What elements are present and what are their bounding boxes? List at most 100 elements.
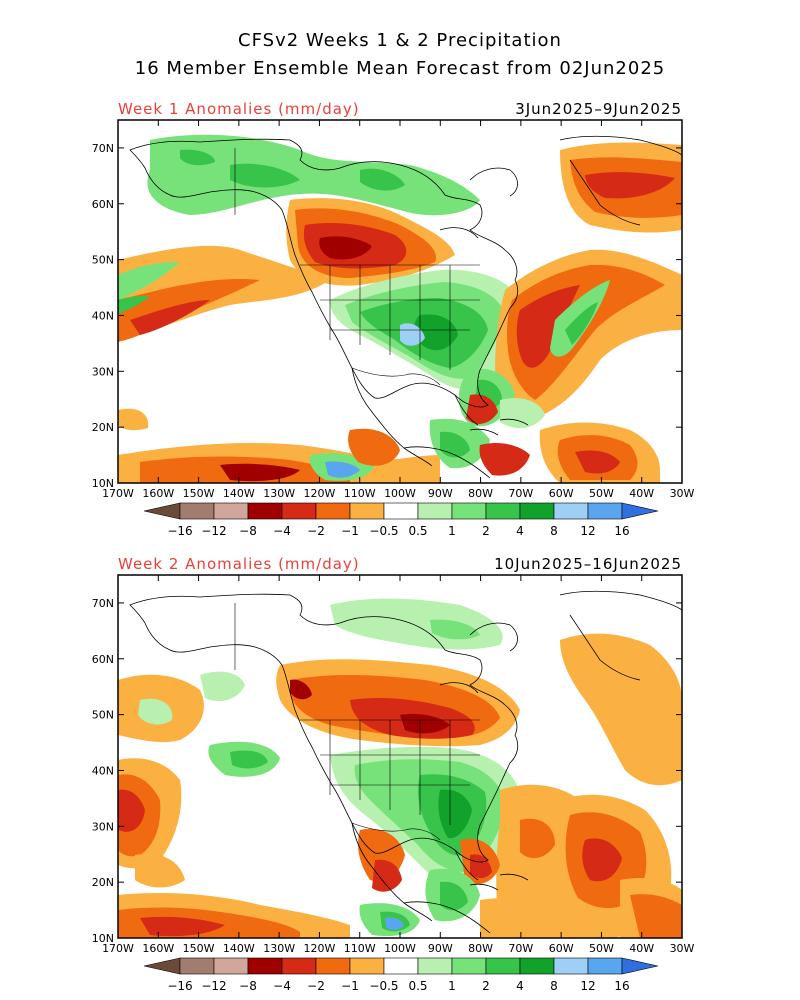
week2-lon-label: 130W: [263, 942, 295, 955]
week2-colorbar-label: 12: [580, 979, 595, 993]
week1-lat-label: 30N: [92, 365, 114, 378]
week1-lon-label: 60W: [549, 487, 574, 500]
week1-colorbar-label: −0.5: [369, 524, 398, 538]
week2-lat-label: 70N: [92, 597, 114, 610]
week2-colorbar-label: 1: [448, 979, 456, 993]
week2-anomaly-field: [118, 575, 682, 938]
week1-lon-label: 120W: [303, 487, 335, 500]
week2-lat-label: 50N: [92, 709, 114, 722]
week2-lon-label: 40W: [629, 942, 654, 955]
week1-colorbar-label: −8: [239, 524, 257, 538]
week1-lat-label: 40N: [92, 309, 114, 322]
week2-lat-label: 20N: [92, 876, 114, 889]
week2-lon-label: 30W: [670, 942, 695, 955]
week1-lat-label: 60N: [92, 198, 114, 211]
week2-colorbar-label: −4: [273, 979, 291, 993]
week1-colorbar-swatch: [179, 502, 215, 520]
week2-colorbar-label: 8: [550, 979, 558, 993]
week1-colorbar-max-arrow: [621, 502, 659, 520]
week2-colorbar-swatch: [417, 957, 453, 975]
week1-borders: [234, 148, 480, 386]
week1-colorbar-label: −1: [341, 524, 359, 538]
week1-colorbar-label: 8: [550, 524, 558, 538]
week2-borders: [234, 603, 480, 841]
week1-colorbar-label: −2: [307, 524, 325, 538]
week2-colorbar-swatch: [213, 957, 249, 975]
week1-coastlines: [129, 135, 682, 479]
week1-colorbar-label: 1: [448, 524, 456, 538]
week2-lon-label: 80W: [468, 942, 493, 955]
week1-panel-title: Week 1 Anomalies (mm/day): [118, 100, 360, 118]
week2-colorbar-label: 16: [614, 979, 629, 993]
week1-lon-label: 80W: [468, 487, 493, 500]
week2-colorbar-swatch: [315, 957, 351, 975]
week1-colorbar-swatch: [553, 502, 589, 520]
week2-lon-label: 160W: [142, 942, 174, 955]
week1-lat-label: 50N: [92, 254, 114, 267]
week2-lon-label: 90W: [428, 942, 453, 955]
week1-date-range: 3Jun2025–9Jun2025: [515, 100, 682, 118]
week1-colorbar-swatch: [485, 502, 521, 520]
week2-colorbar-min-arrow: [143, 957, 181, 975]
week1-colorbar-label: −16: [167, 524, 192, 538]
week1-lon-label: 170W: [102, 487, 134, 500]
week2-colorbar-swatch: [281, 957, 317, 975]
week2-colorbar-label: −1: [341, 979, 359, 993]
week2-colorbar-label: 0.5: [408, 979, 427, 993]
week2-colorbar-label: 4: [516, 979, 524, 993]
week2-colorbar-swatch: [451, 957, 487, 975]
week2-colorbar: −16 −12 −8 −4 −2 −1 −0.5 0.5 1 2 4 8 12 16: [143, 957, 659, 993]
week1-colorbar-label: 2: [482, 524, 490, 538]
week2-colorbar-label: −0.5: [369, 979, 398, 993]
week1-colorbar-label: 12: [580, 524, 595, 538]
week1-lon-label: 70W: [508, 487, 533, 500]
week1-colorbar-swatch: [587, 502, 623, 520]
week2-lon-label: 110W: [344, 942, 376, 955]
week1-lon-label: 140W: [223, 487, 255, 500]
week2-lat-label: 10N: [92, 932, 114, 945]
week1-lat-label: 10N: [92, 477, 114, 490]
week2-colorbar-label: −8: [239, 979, 257, 993]
week2-colorbar-label: −2: [307, 979, 325, 993]
week1-colorbar-swatch: [383, 502, 419, 520]
week1-lon-label: 40W: [629, 487, 654, 500]
week2-colorbar-label: 2: [482, 979, 490, 993]
week2-lat-label: 60N: [92, 653, 114, 666]
week2-lon-label: 120W: [303, 942, 335, 955]
week1-colorbar-swatch: [281, 502, 317, 520]
week1-lon-label: 160W: [142, 487, 174, 500]
week2-lon-label: 140W: [223, 942, 255, 955]
week2-axis-ticks: 170W 160W 150W 140W 130W 120W 110W 100W 90W 80W 70…: [92, 575, 695, 955]
week2-lon-label: 70W: [508, 942, 533, 955]
week1-lon-label: 130W: [263, 487, 295, 500]
week2-colorbar-swatch: [383, 957, 419, 975]
week1-map: 170W 160W 150W 140W 130W 120W 110W 100W 90W 80W 70…: [92, 119, 695, 500]
week1-colorbar-swatch: [519, 502, 555, 520]
week2-map: 170W 160W 150W 140W 130W 120W 110W 100W 90W 80W 70…: [92, 574, 695, 955]
week2-colorbar-swatch: [247, 957, 283, 975]
figure-title-line-2: 16 Member Ensemble Mean Forecast from 02…: [134, 58, 666, 79]
week1-colorbar-swatch: [247, 502, 283, 520]
week2-colorbar-swatch: [587, 957, 623, 975]
week2-colorbar-label: −12: [201, 979, 226, 993]
week2-lat-label: 40N: [92, 764, 114, 777]
week2-lon-label: 100W: [384, 942, 416, 955]
week2-colorbar-swatch: [519, 957, 555, 975]
week1-lon-label: 90W: [428, 487, 453, 500]
week1-anomaly-field: [118, 120, 682, 483]
week1-colorbar-swatch: [349, 502, 385, 520]
week2-colorbar-swatch: [349, 957, 385, 975]
week2-lon-label: 170W: [102, 942, 134, 955]
week2-date-range: 10Jun2025–16Jun2025: [494, 555, 682, 573]
week1-colorbar-label: 0.5: [408, 524, 427, 538]
figure-title-line-1: CFSv2 Weeks 1 & 2 Precipitation: [238, 30, 562, 51]
week2-colorbar-swatch: [179, 957, 215, 975]
week2-lon-label: 50W: [589, 942, 614, 955]
week2-lon-label: 60W: [549, 942, 574, 955]
week2-lat-label: 30N: [92, 820, 114, 833]
week1-colorbar-swatch: [315, 502, 351, 520]
week1-colorbar-swatch: [213, 502, 249, 520]
week2-colorbar-max-arrow: [621, 957, 659, 975]
week1-colorbar-swatch: [451, 502, 487, 520]
